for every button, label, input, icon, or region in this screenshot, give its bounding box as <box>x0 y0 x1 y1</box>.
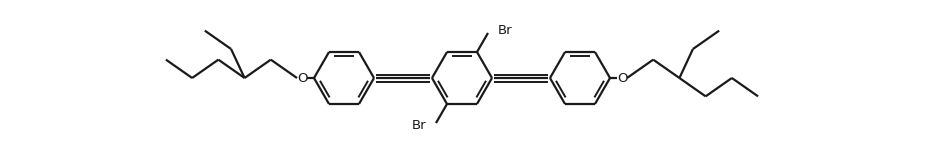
Text: O: O <box>297 71 307 84</box>
Text: Br: Br <box>412 119 426 132</box>
Text: O: O <box>617 71 627 84</box>
Text: Br: Br <box>498 24 512 38</box>
